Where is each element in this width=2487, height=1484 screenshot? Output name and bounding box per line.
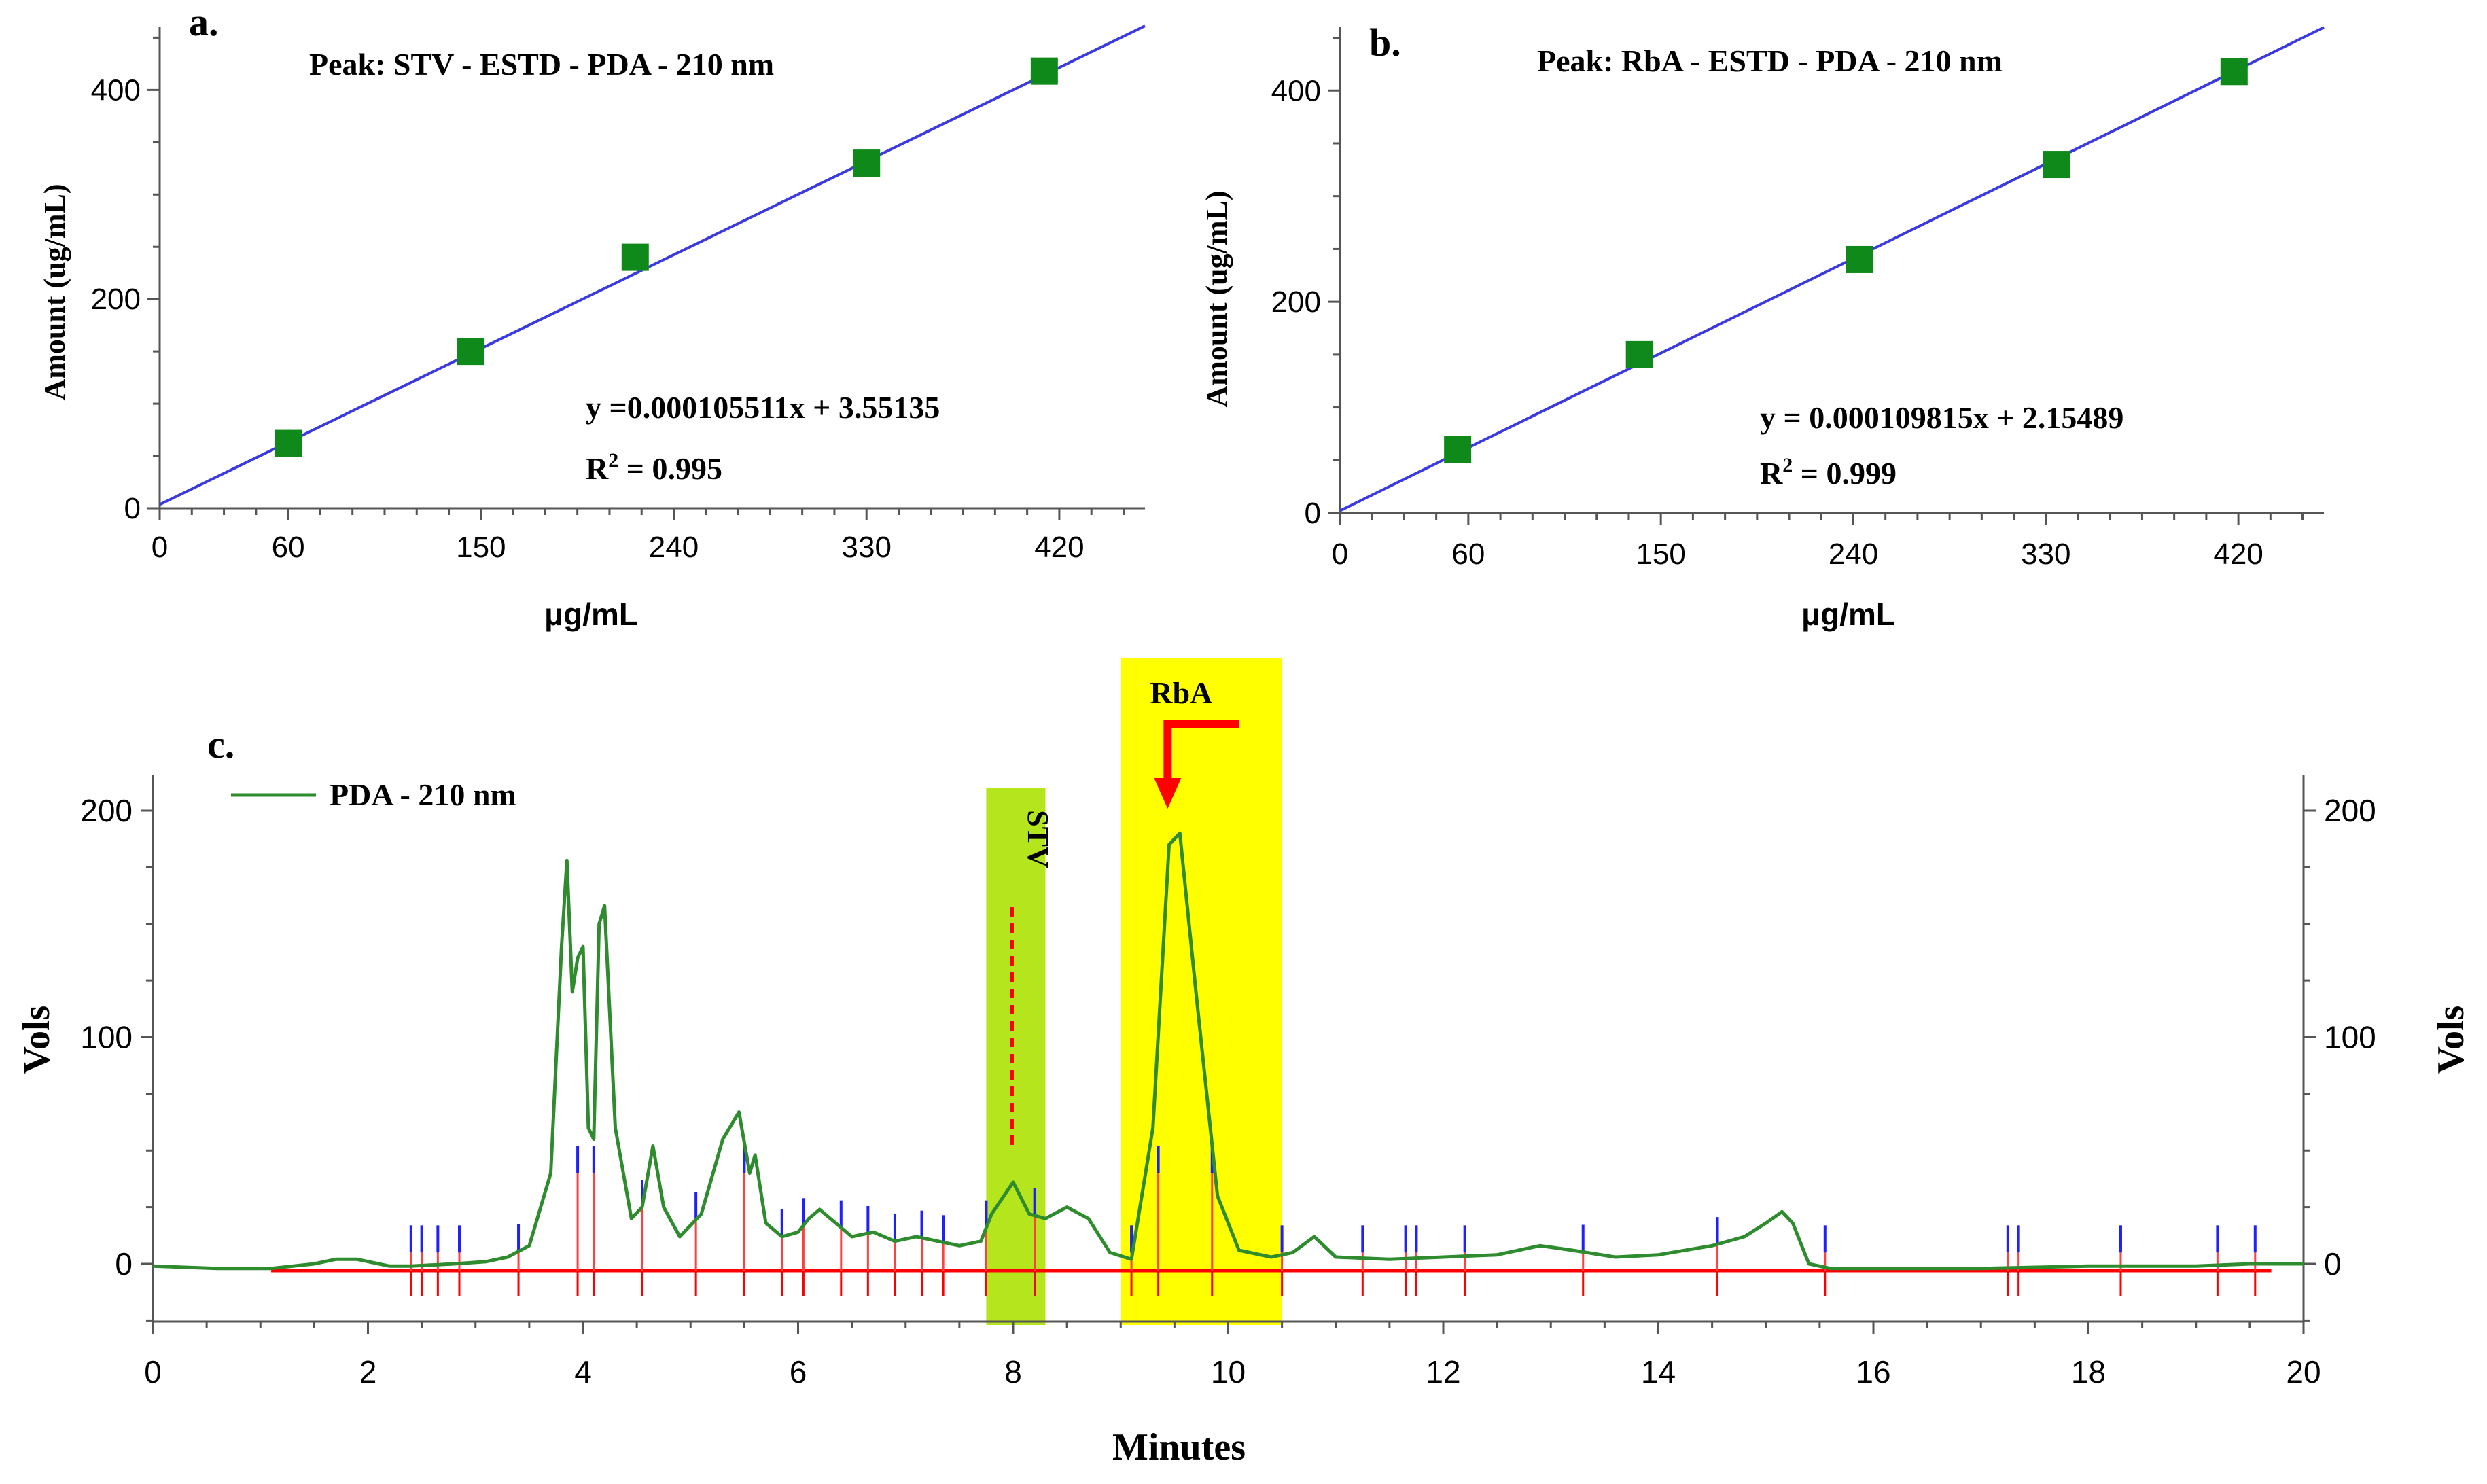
x-axis-label-b: μg/mL — [1801, 597, 1895, 632]
x-tick-label: 330 — [842, 531, 892, 564]
x-tick-label: 0 — [152, 531, 168, 564]
panel-a-calibration-chart: a. Peak: STV - ESTD - PDA - 210 nm Amoun… — [38, 0, 1146, 632]
data-point — [853, 149, 881, 177]
r2-prefix-a: R — [586, 451, 609, 486]
x-tick-label: 18 — [2071, 1354, 2106, 1390]
x-tick-label: 420 — [2213, 537, 2263, 571]
y-tick-label-left: 0 — [115, 1246, 133, 1282]
x-tick-label: 60 — [272, 531, 305, 564]
x-tick-label: 60 — [1451, 537, 1485, 571]
x-tick-label: 420 — [1034, 531, 1084, 564]
x-tick-label: 4 — [574, 1354, 592, 1390]
y-tick-label-right: 0 — [2324, 1246, 2342, 1282]
data-point — [2043, 151, 2070, 179]
y-tick-label-left: 200 — [80, 793, 133, 828]
x-tick-label: 10 — [1211, 1354, 1246, 1390]
x-tick-label: 8 — [1004, 1354, 1022, 1390]
data-point — [1030, 57, 1058, 85]
x-tick-label: 150 — [456, 531, 506, 564]
panel-label-b: b. — [1369, 20, 1401, 65]
equation-b: y = 0.000109815x + 2.15489 — [1760, 400, 2123, 435]
r2-sup-a: 2 — [608, 449, 618, 472]
y-tick-label-right: 100 — [2324, 1020, 2376, 1055]
x-tick-label: 6 — [790, 1354, 807, 1390]
panel-label-a: a. — [189, 0, 219, 44]
x-tick-label: 14 — [1641, 1354, 1676, 1390]
x-tick-label: 0 — [1332, 537, 1348, 571]
x-tick-label: 16 — [1856, 1354, 1890, 1390]
y-tick-label: 400 — [91, 73, 141, 107]
panel-b-calibration-chart: b. Peak: RbA - ESTD - PDA - 210 nm Amoun… — [1200, 20, 2325, 632]
chart-title-b: Peak: RbA - ESTD - PDA - 210 nm — [1537, 43, 2003, 78]
x-tick-label: 240 — [649, 531, 699, 564]
data-point — [1846, 245, 1873, 273]
y-axis-label-b: Amount (ug/mL) — [1200, 190, 1233, 407]
y-tick-label: 0 — [1305, 497, 1321, 530]
r2-sup-b: 2 — [1782, 454, 1793, 476]
legend-label: PDA - 210 nm — [330, 777, 516, 812]
highlight-region-rba — [1121, 658, 1282, 1325]
rba-arrow — [1163, 720, 1239, 781]
r2-value-a: = 0.995 — [618, 451, 722, 486]
x-axis-label-a: μg/mL — [544, 597, 638, 632]
highlight-region-stv — [986, 788, 1046, 1325]
panel-label-c: c. — [207, 722, 234, 766]
x-tick-label: 2 — [359, 1354, 377, 1390]
x-tick-label: 0 — [144, 1354, 162, 1390]
x-tick-label: 20 — [2286, 1354, 2321, 1390]
y-tick-label: 400 — [1271, 74, 1321, 107]
data-point — [1625, 340, 1653, 368]
y-tick-label-left: 100 — [80, 1020, 133, 1055]
data-point — [275, 429, 302, 457]
data-point — [621, 243, 649, 271]
r2-a: R2 = 0.995 — [586, 449, 722, 486]
y-axis-label-c-left: Vols — [16, 1006, 58, 1074]
data-point — [457, 338, 484, 366]
rba-arrow-head — [1154, 778, 1182, 809]
x-tick-label: 330 — [2021, 537, 2070, 571]
r2-b: R2 = 0.999 — [1760, 454, 1897, 491]
r2-value-b: = 0.999 — [1793, 456, 1897, 491]
fit-line — [159, 24, 1146, 506]
data-point — [2220, 58, 2248, 86]
y-tick-label: 200 — [1271, 285, 1321, 319]
y-tick-label-right: 200 — [2324, 793, 2376, 828]
chromatogram-trace — [152, 831, 2304, 1271]
y-axis-label-a: Amount (ug/mL) — [38, 183, 71, 400]
y-axis-label-c-right: Vols — [2430, 1006, 2472, 1074]
x-tick-label: 12 — [1426, 1354, 1460, 1390]
fit-line — [1339, 26, 2325, 512]
equation-a: y =0.000105511x + 3.55135 — [586, 390, 940, 425]
rba-region-label: RbA — [1150, 675, 1212, 710]
x-tick-label: 150 — [1636, 537, 1685, 571]
stv-region-label: STV — [1021, 810, 1055, 868]
chart-title-a: Peak: STV - ESTD - PDA - 210 nm — [309, 47, 774, 82]
data-point — [1444, 436, 1472, 463]
y-tick-label: 0 — [124, 492, 141, 525]
x-axis-label-c: Minutes — [1112, 1426, 1246, 1468]
y-tick-label: 200 — [91, 283, 141, 316]
x-tick-label: 240 — [1829, 537, 1878, 571]
r2-prefix-b: R — [1760, 456, 1783, 491]
